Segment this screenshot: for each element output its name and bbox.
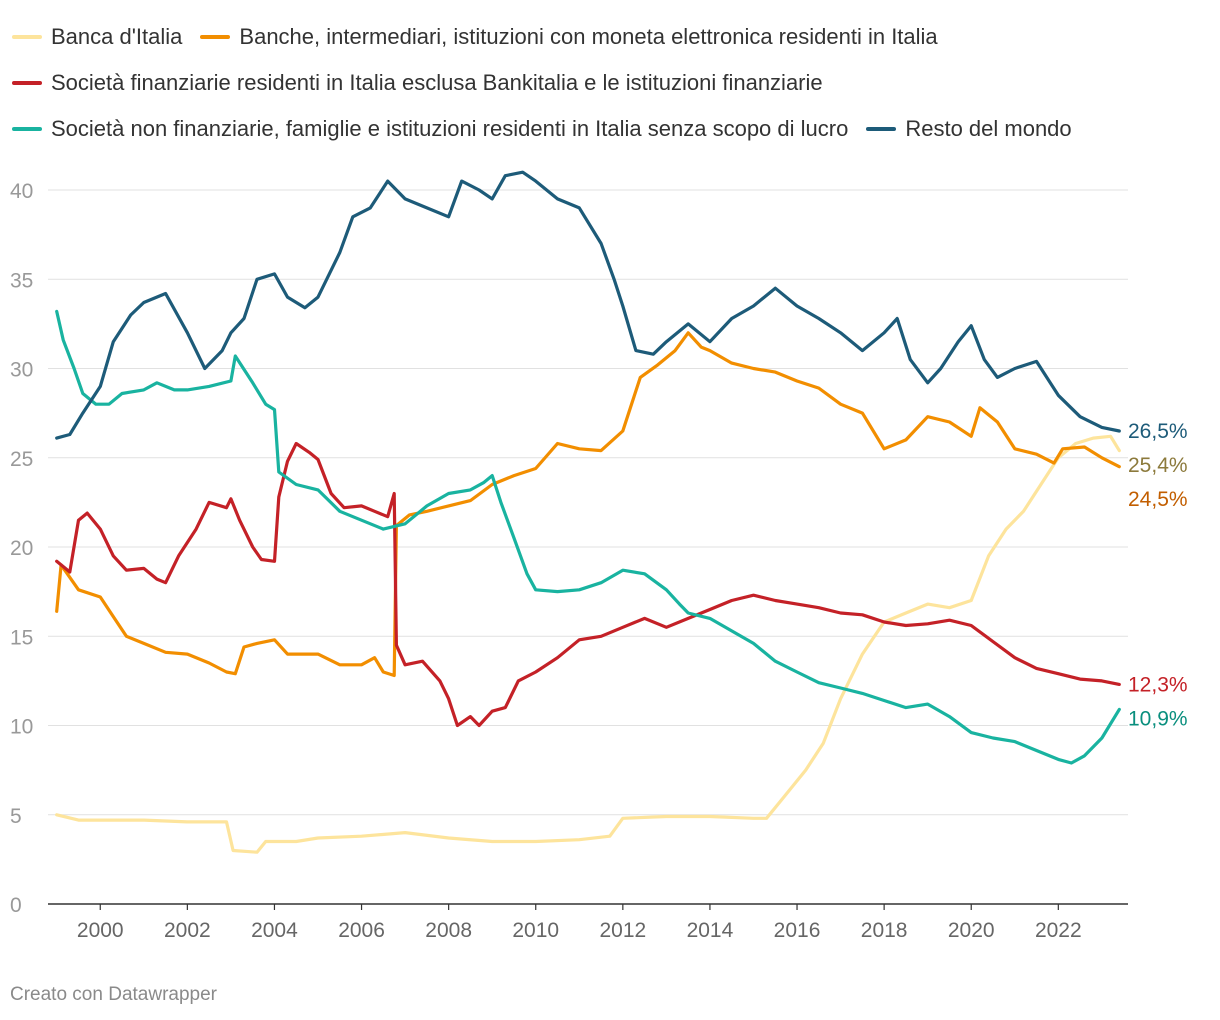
legend-item-banca-italia: Banca d'Italia	[12, 24, 182, 50]
y-tick-label: 15	[10, 626, 33, 649]
legend-item-banche: Banche, intermediari, istituzioni con mo…	[200, 24, 938, 50]
datawrapper-credit: Creato con Datawrapper	[10, 984, 217, 1005]
x-tick-label: 2012	[599, 919, 646, 942]
legend-item-societa-non-finanziarie: Società non finanziarie, famiglie e isti…	[12, 116, 848, 142]
x-tick-label: 2010	[512, 919, 559, 942]
y-tick-label: 5	[10, 805, 22, 828]
series-end-label: 24,5%	[1128, 488, 1188, 511]
legend-swatch	[866, 127, 897, 131]
x-tick-label: 2004	[251, 919, 298, 942]
x-tick-label: 2006	[338, 919, 385, 942]
y-tick-label: 0	[10, 894, 22, 917]
legend-swatch	[12, 35, 42, 39]
series-line	[55, 441, 1121, 728]
x-tick-label: 2008	[425, 919, 472, 942]
x-tick-label: 2014	[687, 919, 734, 942]
legend-label: Banca d'Italia	[51, 24, 183, 49]
legend-label: Società non finanziarie, famiglie e isti…	[51, 116, 849, 141]
series-line	[55, 331, 1121, 678]
legend-swatch	[200, 35, 231, 39]
series-line	[55, 309, 1121, 765]
y-tick-label: 40	[10, 180, 33, 203]
y-tick-label: 10	[10, 716, 33, 739]
series-line	[55, 434, 1121, 854]
legend-label: Resto del mondo	[905, 116, 1072, 141]
y-tick-label: 25	[10, 448, 33, 471]
legend-swatch	[12, 127, 42, 131]
y-tick-label: 35	[10, 269, 33, 292]
series-end-label: 26,5%	[1128, 420, 1188, 443]
legend-label: Società finanziarie residenti in Italia …	[51, 70, 823, 95]
legend-item-resto-del-mondo: Resto del mondo	[866, 116, 1072, 142]
legend-row: Società non finanziarie, famiglie e isti…	[12, 106, 1212, 152]
series-line	[55, 170, 1121, 440]
y-tick-label: 30	[10, 359, 33, 382]
legend-item-societa-finanziarie: Società finanziarie residenti in Italia …	[12, 70, 823, 96]
x-tick-label: 2016	[774, 919, 821, 942]
series-end-label: 12,3%	[1128, 673, 1188, 696]
y-tick-label: 20	[10, 537, 33, 560]
series-end-label: 25,4%	[1128, 454, 1188, 477]
chart-legend: Banca d'Italia Banche, intermediari, ist…	[12, 14, 1212, 152]
legend-swatch	[12, 81, 42, 85]
series-end-label: 10,9%	[1128, 707, 1188, 730]
x-tick-label: 2020	[948, 919, 995, 942]
legend-label: Banche, intermediari, istituzioni con mo…	[239, 24, 938, 49]
x-tick-label: 2022	[1035, 919, 1082, 942]
x-tick-label: 2002	[164, 919, 211, 942]
legend-row: Società finanziarie residenti in Italia …	[12, 60, 1212, 106]
legend-row: Banca d'Italia Banche, intermediari, ist…	[12, 14, 1212, 60]
x-tick-label: 2000	[77, 919, 124, 942]
x-tick-label: 2018	[861, 919, 908, 942]
